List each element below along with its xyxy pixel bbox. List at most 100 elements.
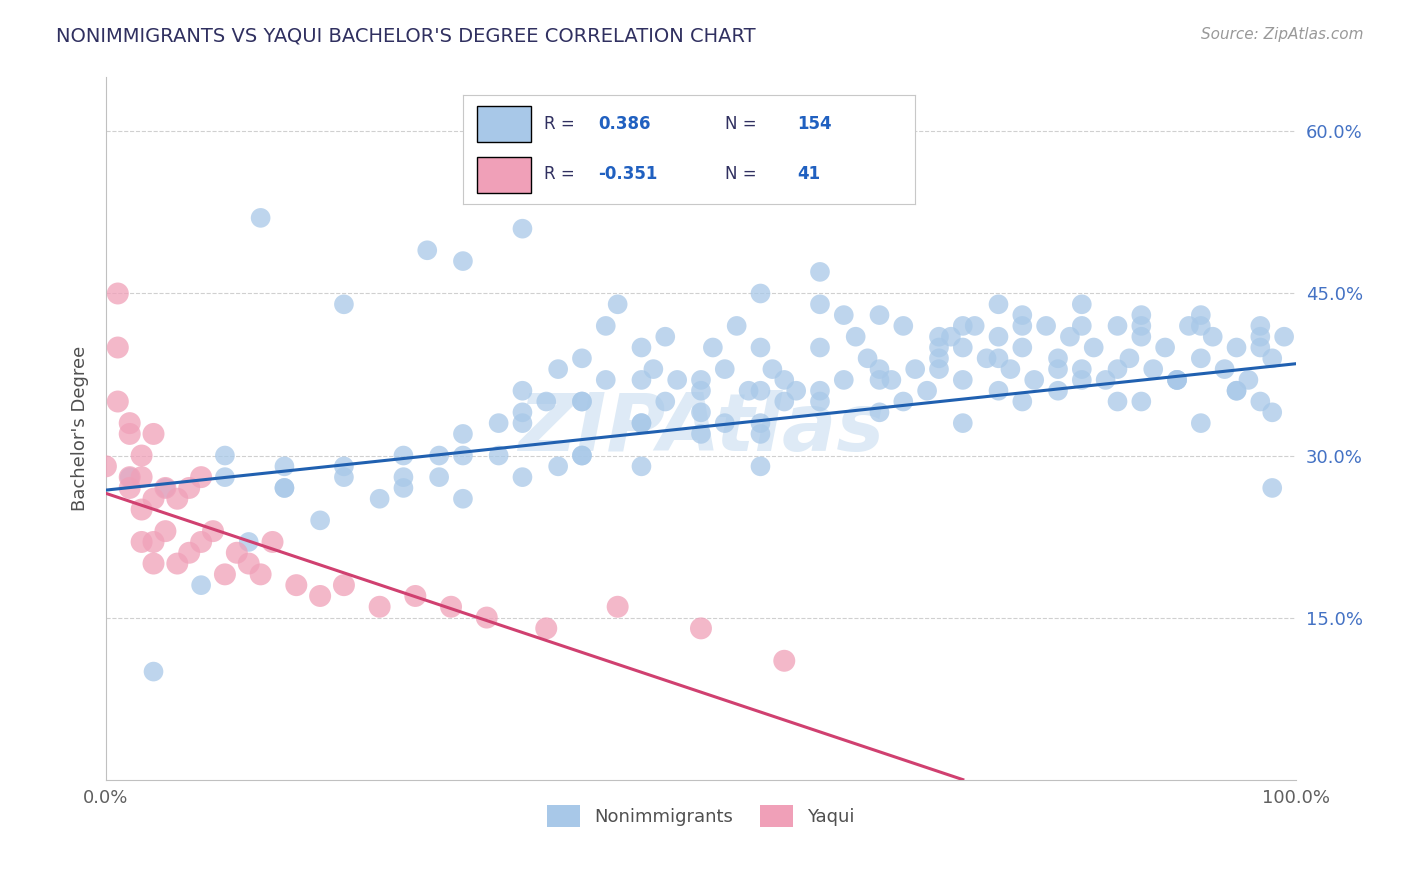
Point xyxy=(94,459,117,474)
Point xyxy=(1261,405,1284,419)
Point xyxy=(179,546,201,560)
Point xyxy=(1272,329,1295,343)
Point xyxy=(1130,318,1153,333)
Text: Source: ZipAtlas.com: Source: ZipAtlas.com xyxy=(1201,27,1364,42)
Point xyxy=(155,481,177,495)
Point xyxy=(832,373,855,387)
Point xyxy=(333,578,356,592)
Point xyxy=(808,265,831,279)
Point xyxy=(737,384,759,398)
Point xyxy=(1178,318,1201,333)
Point xyxy=(630,416,652,430)
Point xyxy=(856,351,879,366)
Point xyxy=(512,221,534,235)
Point xyxy=(606,297,628,311)
Point xyxy=(225,546,247,560)
Point xyxy=(749,426,772,441)
Point xyxy=(630,416,652,430)
Point xyxy=(249,211,271,225)
Point xyxy=(285,578,308,592)
Point xyxy=(749,384,772,398)
Point xyxy=(939,329,962,343)
Point xyxy=(571,449,593,463)
Point xyxy=(190,578,212,592)
Point xyxy=(416,244,439,258)
Point xyxy=(928,351,950,366)
Point xyxy=(1059,329,1081,343)
Point xyxy=(808,297,831,311)
Point xyxy=(690,384,713,398)
Point xyxy=(440,599,463,614)
Point xyxy=(595,318,617,333)
Point xyxy=(869,373,891,387)
Point xyxy=(392,481,415,495)
Point xyxy=(427,470,450,484)
Point xyxy=(488,416,510,430)
Point xyxy=(713,362,735,376)
Point xyxy=(976,351,998,366)
Point xyxy=(368,599,391,614)
Point xyxy=(928,329,950,343)
Point xyxy=(1166,373,1188,387)
Point xyxy=(1035,318,1057,333)
Point xyxy=(1046,384,1069,398)
Point xyxy=(749,341,772,355)
Point xyxy=(928,362,950,376)
Point xyxy=(808,384,831,398)
Point xyxy=(1130,394,1153,409)
Point xyxy=(1000,362,1022,376)
Point xyxy=(451,491,474,506)
Point xyxy=(1070,318,1092,333)
Point xyxy=(952,373,974,387)
Point xyxy=(891,318,914,333)
Point xyxy=(690,621,713,635)
Point xyxy=(1213,362,1236,376)
Point xyxy=(595,373,617,387)
Point xyxy=(166,557,188,571)
Point xyxy=(987,297,1010,311)
Point xyxy=(785,384,807,398)
Point xyxy=(987,329,1010,343)
Point xyxy=(1046,362,1069,376)
Point xyxy=(1011,341,1033,355)
Point xyxy=(1142,362,1164,376)
Point xyxy=(392,470,415,484)
Point xyxy=(1189,416,1212,430)
Point xyxy=(547,362,569,376)
Point xyxy=(713,416,735,430)
Point xyxy=(142,491,165,506)
Point xyxy=(1107,394,1129,409)
Point xyxy=(1118,351,1140,366)
Point xyxy=(869,362,891,376)
Point xyxy=(749,416,772,430)
Point xyxy=(309,513,332,527)
Point xyxy=(451,449,474,463)
Point xyxy=(773,373,796,387)
Point xyxy=(536,394,558,409)
Point xyxy=(1189,308,1212,322)
Point xyxy=(107,394,129,409)
Point xyxy=(880,373,903,387)
Point xyxy=(1249,318,1271,333)
Point xyxy=(630,341,652,355)
Point xyxy=(987,384,1010,398)
Point xyxy=(547,459,569,474)
Point xyxy=(107,341,129,355)
Point xyxy=(190,535,212,549)
Point xyxy=(155,481,177,495)
Point xyxy=(1070,373,1092,387)
Point xyxy=(952,416,974,430)
Point xyxy=(869,405,891,419)
Point xyxy=(273,481,295,495)
Legend: Nonimmigrants, Yaqui: Nonimmigrants, Yaqui xyxy=(540,797,862,834)
Point xyxy=(749,459,772,474)
Point xyxy=(404,589,426,603)
Point xyxy=(512,405,534,419)
Point xyxy=(488,449,510,463)
Point xyxy=(1024,373,1046,387)
Point xyxy=(333,297,356,311)
Point xyxy=(1249,394,1271,409)
Point xyxy=(1189,318,1212,333)
Point xyxy=(142,665,165,679)
Point xyxy=(1011,394,1033,409)
